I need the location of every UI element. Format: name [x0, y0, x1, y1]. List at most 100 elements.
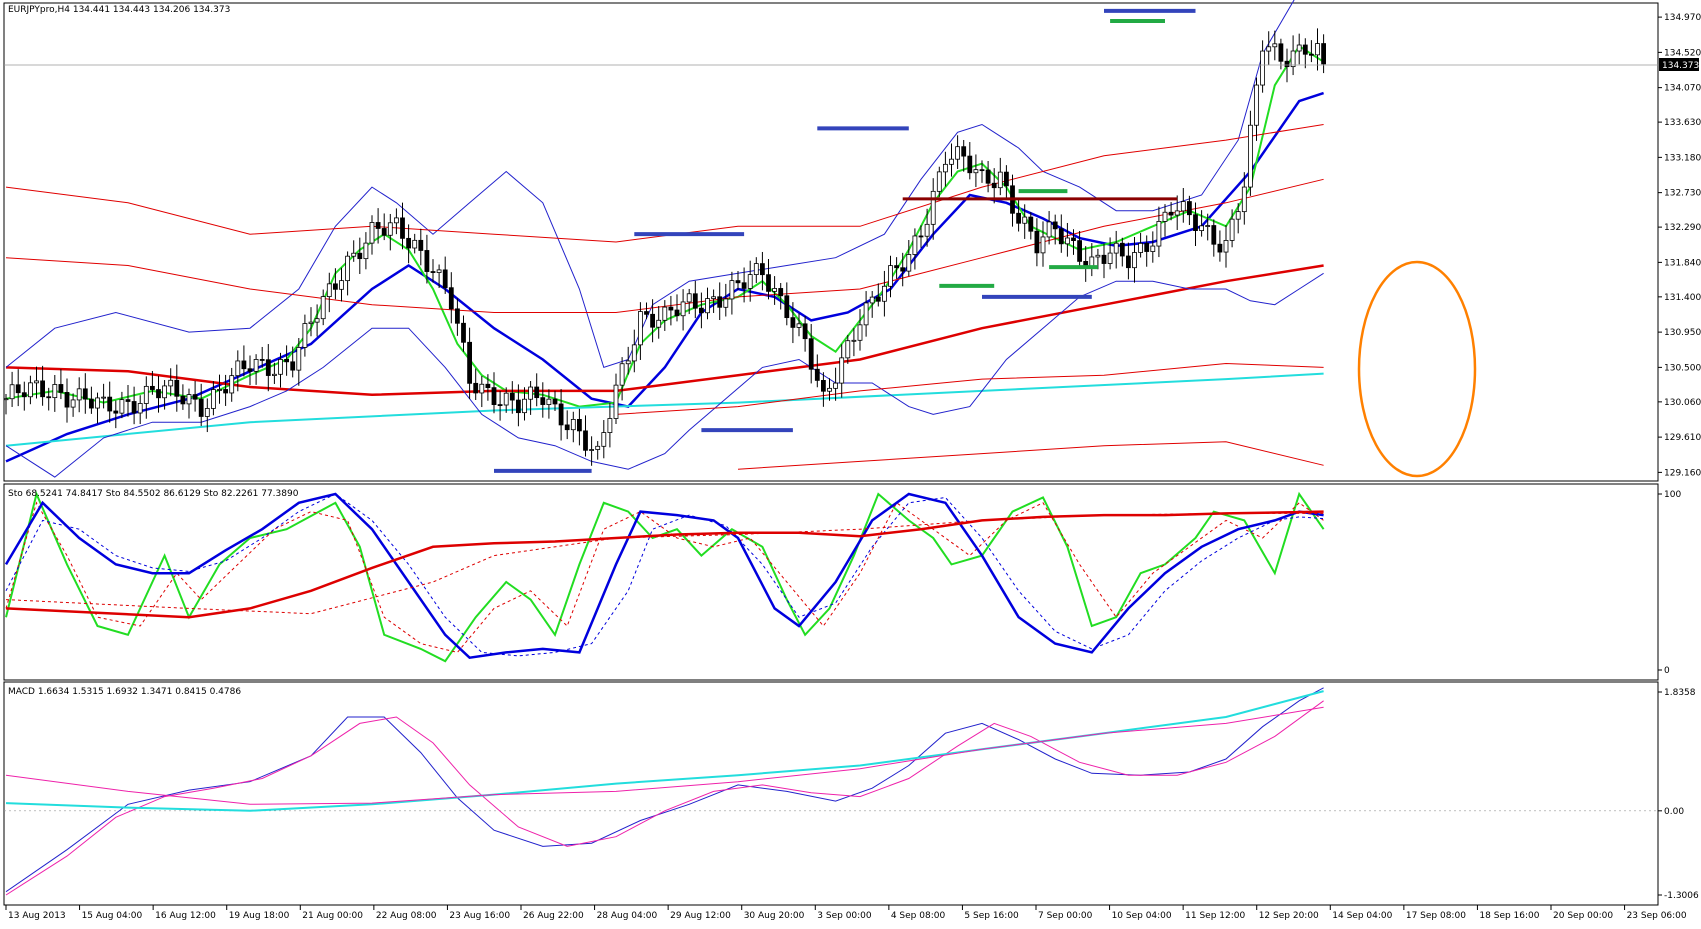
candle	[339, 267, 344, 302]
candle	[528, 381, 533, 415]
candle	[223, 374, 229, 406]
x-tick-label: 7 Sep 00:00	[1038, 911, 1093, 921]
candle	[119, 391, 125, 419]
candle	[997, 157, 1003, 196]
candle	[497, 390, 503, 421]
y-tick-label: 133.180	[1664, 153, 1701, 163]
candle	[857, 309, 863, 351]
x-tick-label: 29 Aug 12:00	[670, 911, 731, 921]
candle	[1016, 197, 1021, 232]
candle	[717, 282, 723, 320]
candle	[1046, 211, 1052, 245]
candle	[1113, 230, 1119, 269]
candle	[534, 373, 540, 407]
candle	[668, 295, 674, 326]
candle	[967, 142, 973, 180]
candle	[46, 387, 52, 411]
macd-panel-frame	[3, 681, 1659, 906]
candle	[546, 389, 552, 419]
candle	[516, 384, 521, 427]
candle	[1266, 31, 1272, 65]
candle	[1248, 110, 1253, 196]
candle	[418, 228, 424, 266]
y-tick-label: 0.00	[1664, 807, 1684, 817]
candle	[320, 289, 326, 326]
candle	[241, 345, 247, 377]
x-tick-label: 20 Sep 00:00	[1553, 911, 1613, 921]
candle	[52, 375, 58, 412]
candle	[729, 271, 735, 315]
candle	[906, 239, 912, 277]
candle	[442, 256, 448, 294]
candle	[448, 272, 454, 324]
stoch-panel-header: Sto 68.5241 74.8417 Sto 84.5502 86.6129 …	[8, 489, 299, 499]
y-tick-label: 134.070	[1664, 84, 1701, 94]
candle	[790, 302, 796, 344]
y-tick-label: 129.160	[1664, 468, 1701, 478]
candle	[345, 251, 351, 296]
candle	[143, 376, 149, 419]
x-tick-label: 13 Aug 2013	[8, 911, 66, 921]
candle	[912, 228, 918, 270]
candle	[943, 151, 948, 187]
candle	[192, 380, 198, 412]
current-price-box	[1659, 58, 1699, 71]
candle	[1284, 48, 1290, 83]
candle	[168, 368, 174, 397]
candle	[1144, 235, 1150, 267]
candle	[1126, 242, 1131, 280]
x-tick-label: 5 Sep 16:00	[964, 911, 1019, 921]
candle	[607, 402, 613, 448]
candle	[851, 328, 857, 357]
candle	[162, 380, 168, 410]
y-tick-label: 134.970	[1664, 13, 1701, 23]
candle	[772, 276, 777, 305]
candle	[680, 289, 686, 331]
candle	[326, 272, 332, 313]
y-tick-label: 130.500	[1664, 363, 1701, 373]
candle	[21, 381, 27, 411]
candle	[290, 346, 296, 378]
candle	[332, 268, 338, 300]
y-tick-label: 0	[1664, 666, 1670, 676]
candle	[1211, 219, 1217, 257]
candle	[656, 306, 662, 339]
candle	[89, 386, 94, 414]
candle	[973, 154, 979, 188]
candle	[1260, 40, 1265, 93]
x-tick-label: 22 Aug 08:00	[376, 911, 437, 921]
stoch-line-0	[5, 490, 1325, 663]
candle	[436, 264, 442, 289]
candle	[845, 334, 851, 364]
candle	[131, 386, 137, 425]
candle	[625, 346, 631, 375]
candle	[314, 304, 320, 337]
candle	[833, 367, 838, 401]
candle	[485, 374, 491, 401]
candle	[125, 385, 131, 417]
candle	[577, 408, 582, 446]
candle	[686, 288, 692, 315]
candle	[149, 370, 155, 395]
candle	[467, 327, 473, 399]
candle	[1119, 237, 1125, 267]
candle	[278, 352, 283, 388]
candle	[400, 202, 405, 250]
candle	[357, 237, 363, 274]
candle	[821, 372, 826, 407]
x-tick-label: 15 Aug 04:00	[82, 911, 143, 921]
candle	[979, 160, 985, 183]
macd-line-3	[5, 706, 1324, 805]
candle	[204, 398, 210, 433]
candle	[1241, 172, 1247, 225]
price-line-5	[5, 272, 1324, 478]
candle	[217, 374, 222, 404]
candle	[1040, 221, 1046, 267]
candle	[180, 384, 186, 410]
candle	[613, 373, 619, 424]
candle	[198, 383, 204, 427]
candle	[1052, 214, 1058, 245]
price-line-4	[5, 0, 1295, 369]
